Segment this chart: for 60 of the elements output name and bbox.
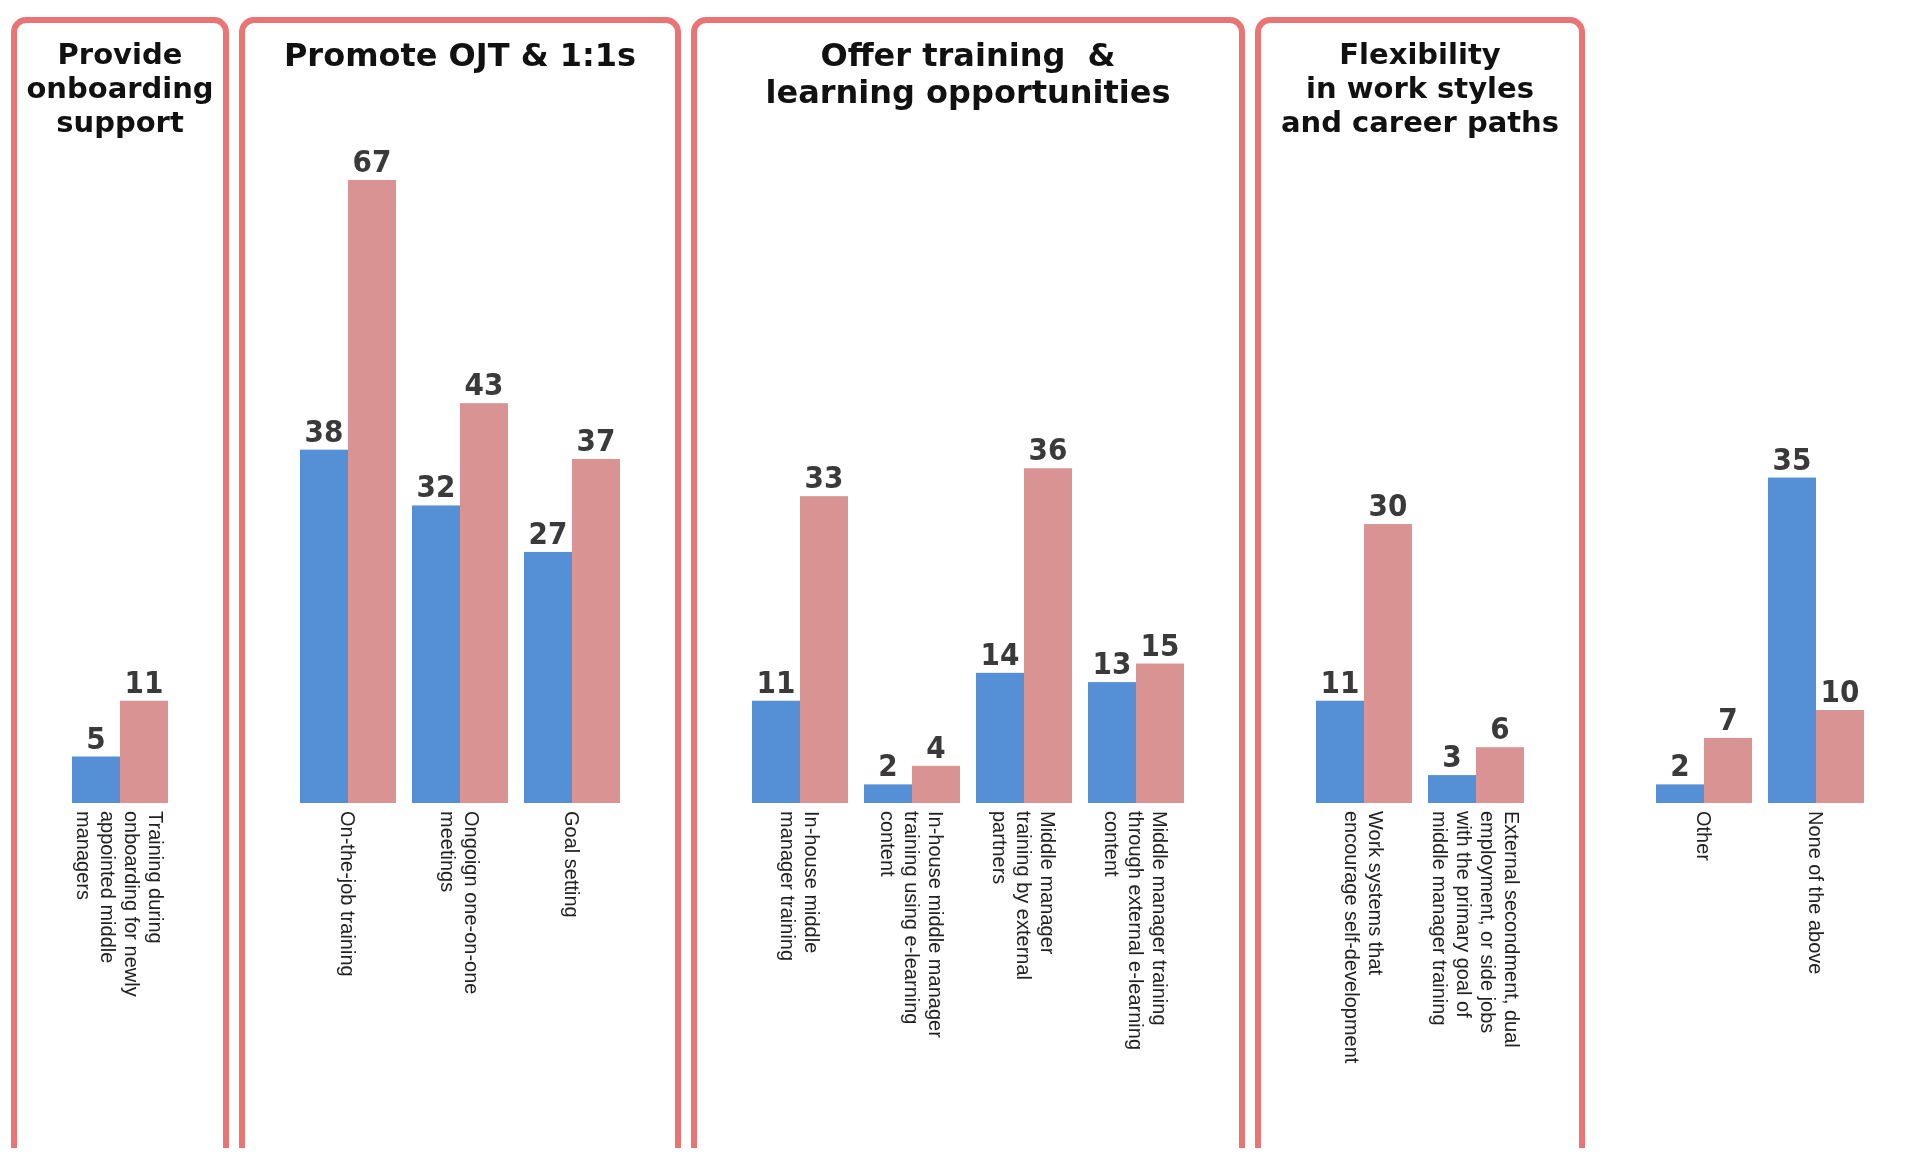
x-tick-label: In-house middle manager training bbox=[777, 811, 823, 962]
data-label: 4 bbox=[926, 728, 946, 765]
data-label: 5 bbox=[86, 719, 106, 756]
x-tick-label: Ongoign one-on-one meetings bbox=[437, 811, 483, 995]
x-tick-label: Middle manager training by external partners bbox=[989, 811, 1059, 980]
bar bbox=[1476, 747, 1524, 803]
data-label: 67 bbox=[352, 143, 392, 179]
x-tick-label: On-the-job training bbox=[337, 811, 359, 977]
x-tick-label: Goal setting bbox=[561, 811, 583, 918]
bar bbox=[1136, 663, 1184, 803]
data-label: 6 bbox=[1490, 710, 1510, 747]
bar bbox=[1428, 775, 1476, 803]
data-label: 32 bbox=[416, 468, 456, 505]
data-label: 7 bbox=[1718, 700, 1738, 737]
data-label: 2 bbox=[878, 747, 898, 784]
bar bbox=[800, 496, 848, 803]
data-label: 3 bbox=[1442, 738, 1462, 775]
bar bbox=[1704, 737, 1752, 803]
bar bbox=[864, 784, 912, 803]
bar bbox=[1024, 468, 1072, 803]
data-label: 13 bbox=[1092, 645, 1132, 682]
bar bbox=[572, 458, 620, 803]
data-label: 30 bbox=[1368, 487, 1408, 524]
data-label: 14 bbox=[980, 635, 1020, 672]
data-label: 11 bbox=[124, 663, 164, 700]
data-label: 27 bbox=[528, 514, 568, 551]
x-tick-label: Training during onboarding for newly appointed middle managers bbox=[73, 811, 167, 997]
bar bbox=[1656, 784, 1704, 803]
bar bbox=[300, 449, 348, 803]
x-tick-label: Middle manager training through external e-learning content bbox=[1101, 811, 1171, 1051]
bar bbox=[1088, 682, 1136, 803]
data-label: 38 bbox=[304, 412, 344, 449]
x-tick-label: Other bbox=[1693, 811, 1715, 862]
bar bbox=[1816, 710, 1864, 803]
bar bbox=[348, 180, 396, 803]
data-label: 35 bbox=[1772, 440, 1812, 477]
data-label: 2 bbox=[1670, 747, 1690, 784]
bar bbox=[460, 403, 508, 803]
data-label: 10 bbox=[1820, 673, 1860, 710]
data-label: 33 bbox=[804, 459, 844, 496]
data-label: 11 bbox=[1320, 663, 1360, 700]
chart-title: Provide onboarding support bbox=[26, 37, 214, 139]
bar bbox=[412, 505, 460, 803]
data-label: 43 bbox=[464, 366, 504, 403]
chart-title: Flexibility in work styles and career paths bbox=[1281, 37, 1559, 139]
data-label: 11 bbox=[756, 663, 796, 700]
data-label: 36 bbox=[1028, 431, 1068, 468]
chart-title: Offer training & learning opportunities bbox=[765, 36, 1171, 111]
bar bbox=[524, 551, 572, 803]
bar bbox=[1768, 477, 1816, 803]
bar bbox=[1364, 524, 1412, 803]
bar bbox=[752, 700, 800, 803]
x-tick-label: In-house middle manager training using e-learning content bbox=[877, 811, 947, 1039]
bar bbox=[976, 672, 1024, 803]
bar bbox=[1316, 700, 1364, 803]
data-label: 15 bbox=[1140, 626, 1180, 663]
data-label: 37 bbox=[576, 421, 616, 458]
bar bbox=[912, 765, 960, 803]
chart-title: Promote OJT & 1:1s bbox=[283, 36, 637, 74]
x-tick-label: None of the above bbox=[1805, 811, 1827, 975]
